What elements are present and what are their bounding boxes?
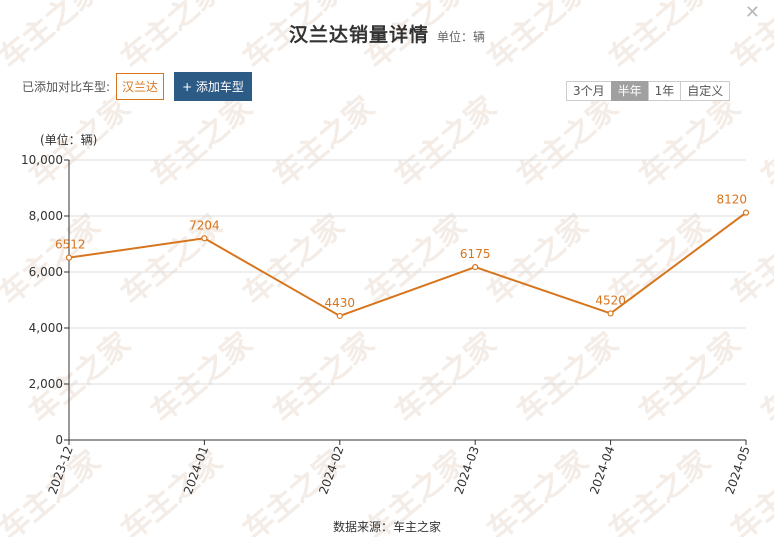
data-label: 6175	[460, 247, 491, 261]
title-row: 汉兰达销量详情 单位：辆	[0, 20, 774, 47]
x-tick-label: 2024-05	[723, 444, 753, 496]
data-label: 7204	[189, 218, 220, 232]
unit-label: 单位：辆	[437, 30, 486, 44]
range-1-year[interactable]: 1年	[647, 81, 682, 101]
data-point	[742, 209, 750, 216]
data-label: 4520	[595, 293, 626, 307]
data-point	[201, 235, 208, 242]
compare-bar: 已添加对比车型: 汉兰达 + 添加车型	[22, 71, 252, 101]
series-line	[68, 211, 747, 318]
data-source: 数据来源：车主之家	[332, 520, 441, 534]
compare-chip[interactable]: 汉兰达	[116, 72, 165, 100]
data-label: 8120	[716, 193, 747, 207]
add-model-button[interactable]: + 添加车型	[174, 71, 252, 101]
data-point	[607, 310, 614, 317]
close-icon[interactable]: ✕	[744, 2, 760, 23]
page-title: 汉兰达销量详情	[288, 24, 429, 46]
y-tick-label: 4,000	[29, 321, 63, 335]
data-point	[65, 254, 73, 261]
data-point	[336, 312, 343, 320]
y-tick-label: 6,000	[29, 265, 63, 279]
y-axis-label: (单位：辆)	[40, 132, 97, 147]
range-custom[interactable]: 自定义	[680, 81, 731, 101]
data-label: 4430	[325, 296, 356, 310]
x-tick-label: 2023-12	[46, 444, 76, 496]
range-half-year[interactable]: 半年	[610, 81, 649, 101]
x-tick-label: 2024-02	[316, 444, 346, 496]
y-tick-label: 10,000	[21, 153, 63, 167]
range-selector: 3个月 半年 1年 自定义	[566, 81, 731, 101]
y-tick-label: 0	[55, 433, 63, 447]
compare-label: 已添加对比车型:	[22, 79, 111, 94]
range-3-months[interactable]: 3个月	[566, 81, 612, 101]
data-point	[472, 264, 479, 271]
x-tick-label: 2024-01	[181, 444, 211, 496]
y-tick-label: 2,000	[29, 377, 63, 391]
data-label: 6512	[55, 238, 86, 252]
y-tick-label: 8,000	[29, 209, 63, 223]
x-tick-label: 2024-04	[587, 444, 617, 496]
x-tick-label: 2024-03	[452, 444, 482, 496]
